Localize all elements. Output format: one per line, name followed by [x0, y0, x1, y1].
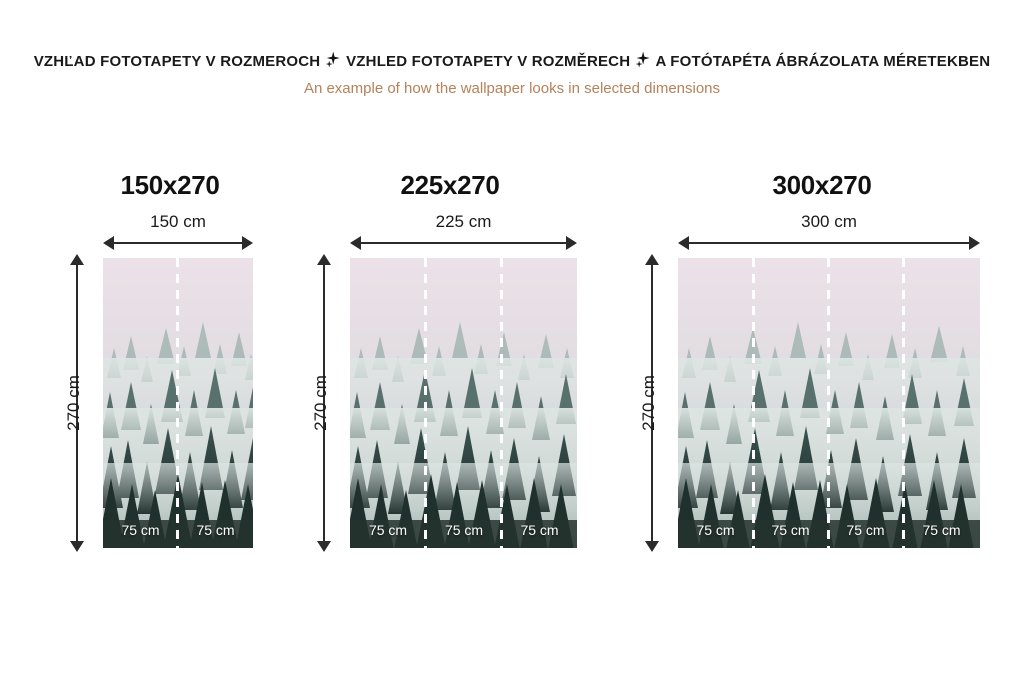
width-dimension-arrow [350, 236, 577, 250]
page-title-segment-cz: VZHLED FOTOTAPETY V ROZMĚRECH [346, 53, 631, 70]
strip-caption: 75 cm [922, 522, 961, 538]
strip-divider [424, 258, 427, 548]
panel-width-label: 300 cm [801, 212, 857, 231]
wallpaper-preview: 75 cm 75 cm 75 cm 75 cm [678, 258, 980, 548]
panel-title: 300x270 [772, 170, 872, 200]
page-title-segment-hu: A FOTÓTAPÉTA ÁBRÁZOLATA MÉRETEKBEN [655, 53, 991, 70]
strip-divider [827, 258, 830, 548]
panel-height-label: 270 cm [639, 375, 658, 431]
size-panel-150x270: 150x270 150 cm 270 cm [40, 170, 275, 570]
strip-caption: 75 cm [196, 522, 235, 538]
strip-divider [500, 258, 503, 548]
strip-caption: 75 cm [696, 522, 735, 538]
width-dimension-arrow [103, 236, 253, 250]
panel-title: 150x270 [120, 170, 220, 200]
sparkle-icon [325, 51, 341, 69]
panel-height-label: 270 cm [64, 375, 83, 431]
panel-title: 225x270 [400, 170, 500, 200]
strip-divider [752, 258, 755, 548]
sparkle-icon [635, 51, 651, 69]
strip-caption: 75 cm [368, 522, 408, 538]
page-subtitle: An example of how the wallpaper looks in… [303, 80, 721, 97]
page-header: VZHĽAD FOTOTAPETY V ROZMEROCH VZHLED FOT… [0, 51, 1024, 99]
strip-caption: 75 cm [520, 522, 559, 538]
forest-artwork [350, 258, 577, 548]
strip-caption: 75 cm [846, 522, 885, 538]
strip-divider [176, 258, 179, 548]
width-dimension-arrow [678, 236, 980, 250]
height-dimension-arrow [645, 254, 659, 552]
strip-caption: 75 cm [444, 522, 484, 538]
page-title: VZHĽAD FOTOTAPETY V ROZMEROCH VZHLED FOT… [0, 51, 1024, 72]
page-title-segment-sk: VZHĽAD FOTOTAPETY V ROZMEROCH [33, 53, 321, 70]
size-panel-225x270: 225x270 225 cm 270 cm [290, 170, 600, 570]
height-dimension-arrow [70, 254, 84, 552]
wallpaper-preview: 75 cm 75 cm [103, 258, 253, 548]
wallpaper-preview: 75 cm 75 cm 75 cm [350, 258, 577, 548]
strip-caption: 75 cm [121, 522, 160, 538]
height-dimension-arrow [317, 254, 331, 552]
strip-divider [902, 258, 905, 548]
panel-width-label: 150 cm [150, 212, 206, 231]
strip-caption: 75 cm [771, 522, 810, 538]
size-panel-300x270: 300x270 300 cm 270 cm [618, 170, 1004, 570]
panel-height-label: 270 cm [311, 375, 330, 431]
panel-width-label: 225 cm [435, 212, 492, 231]
